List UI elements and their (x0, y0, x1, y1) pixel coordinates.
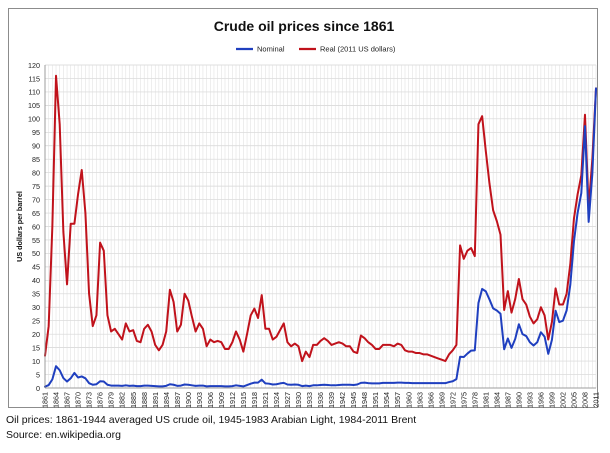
chart-svg: 0 5 10 15 20 25 30 35 40 45 50 55 60 65 70 75 80 85 90 95 10… (15, 18, 599, 408)
y-tick-label: 0 (36, 384, 40, 393)
x-tick-label: 1936 (316, 392, 325, 408)
y-tick-label: 105 (28, 101, 40, 110)
x-tick-label: 2008 (581, 392, 590, 408)
x-tick-label: 1879 (107, 392, 116, 408)
x-tick-label: 1888 (140, 392, 149, 408)
series-line-nominal (44, 87, 597, 388)
x-tick-label: 1996 (537, 392, 546, 408)
x-tick-label: 2002 (559, 392, 568, 408)
x-tick-label: 1909 (217, 392, 226, 408)
x-tick-label: 1906 (206, 392, 215, 408)
x-tick-label: 1921 (261, 392, 270, 408)
x-tick-label: 1927 (283, 392, 292, 408)
caption-source-description: Oil prices: 1861-1944 averaged US crude … (6, 414, 417, 426)
x-tick-label: 1867 (63, 392, 72, 408)
x-tick-label: 1978 (470, 392, 479, 408)
x-tick-label: 1942 (338, 392, 347, 408)
y-tick-label: 40 (32, 276, 40, 285)
x-tick-label: 1966 (426, 392, 435, 408)
x-tick-label: 1891 (151, 392, 160, 408)
x-tick-label: 1900 (184, 392, 193, 408)
x-tick-label: 1915 (239, 392, 248, 408)
series-line-real (44, 74, 597, 363)
y-tick-label: 30 (32, 303, 40, 312)
x-tick-label: 1933 (305, 392, 314, 408)
x-tick-label: 2005 (570, 392, 579, 408)
y-tick-label: 55 (32, 236, 40, 245)
y-tick-label: 10 (32, 357, 40, 366)
caption-source-url: Source: en.wikipedia.org (6, 429, 121, 441)
series-layer (44, 74, 597, 388)
legend: Nominal Real (2011 US dollars) (236, 45, 396, 54)
x-tick-label: 1897 (173, 392, 182, 408)
axes (44, 65, 596, 389)
x-tick-label: 1963 (415, 392, 424, 408)
y-tick-label: 80 (32, 168, 40, 177)
x-tick-label: 1975 (459, 392, 468, 408)
y-tick-label: 35 (32, 290, 40, 299)
x-tick-label: 1873 (85, 392, 94, 408)
x-tick-label: 1876 (96, 392, 105, 408)
x-tick-label: 1894 (162, 392, 171, 408)
x-tick-label: 1972 (448, 392, 457, 408)
legend-label-nominal: Nominal (257, 45, 285, 54)
y-tick-label: 15 (32, 343, 40, 352)
x-tick-label: 1981 (481, 392, 490, 408)
y-tick-label: 65 (32, 209, 40, 218)
y-tick-label: 85 (32, 155, 40, 164)
x-tick-label: 1984 (492, 392, 501, 408)
y-tick-label: 70 (32, 195, 40, 204)
x-tick-label: 1960 (404, 392, 413, 408)
x-tick-label: 1990 (514, 392, 523, 408)
y-tick-label: 20 (32, 330, 40, 339)
y-tick-label: 95 (32, 128, 40, 137)
x-tick-label: 1870 (74, 392, 83, 408)
y-tick-label: 25 (32, 317, 40, 326)
x-tick-label: 1861 (41, 392, 50, 408)
x-tick-label: 1954 (382, 392, 391, 408)
x-tick-label: 1885 (129, 392, 138, 408)
y-tick-label: 5 (36, 370, 40, 379)
chart-frame: 0 5 10 15 20 25 30 35 40 45 50 55 60 65 70 75 80 85 90 95 10… (8, 8, 599, 408)
x-tick-label: 1912 (228, 392, 237, 408)
x-tick-label: 1945 (349, 392, 358, 408)
x-tick-label: 1939 (327, 392, 336, 408)
y-axis-label: US dollars per barrel (15, 191, 24, 262)
x-tick-label: 1918 (250, 392, 259, 408)
x-tick-label: 1999 (548, 392, 557, 408)
x-tick-label: 1969 (437, 392, 446, 408)
x-tick-label: 1882 (118, 392, 127, 408)
y-tick-label: 110 (29, 88, 40, 97)
chart-title: Crude oil prices since 1861 (214, 18, 395, 34)
x-tick-label: 1951 (371, 392, 380, 408)
x-tick-label: 1948 (360, 392, 369, 408)
y-tick-label: 90 (32, 142, 40, 151)
x-tick-label: 2011 (592, 392, 599, 407)
legend-label-real: Real (2011 US dollars) (320, 45, 396, 54)
y-tick-label: 75 (32, 182, 40, 191)
labels: 0 5 10 15 20 25 30 35 40 45 50 55 60 65 70 75 80 85 90 95 10… (15, 18, 599, 408)
y-tick-label: 100 (28, 115, 40, 124)
y-tick-label: 120 (28, 61, 40, 70)
x-tick-label: 1924 (272, 392, 281, 408)
y-tick-label: 45 (32, 263, 40, 272)
y-tick-label: 60 (32, 222, 40, 231)
x-tick-label: 1993 (525, 392, 534, 408)
x-tick-label: 1987 (503, 392, 512, 408)
y-tick-label: 115 (29, 74, 40, 83)
y-tick-label: 50 (32, 249, 40, 258)
grid (44, 64, 597, 389)
x-tick-label: 1903 (195, 392, 204, 408)
x-tick-label: 1864 (52, 392, 61, 408)
x-tick-label: 1930 (294, 392, 303, 408)
x-tick-label: 1957 (393, 392, 402, 408)
